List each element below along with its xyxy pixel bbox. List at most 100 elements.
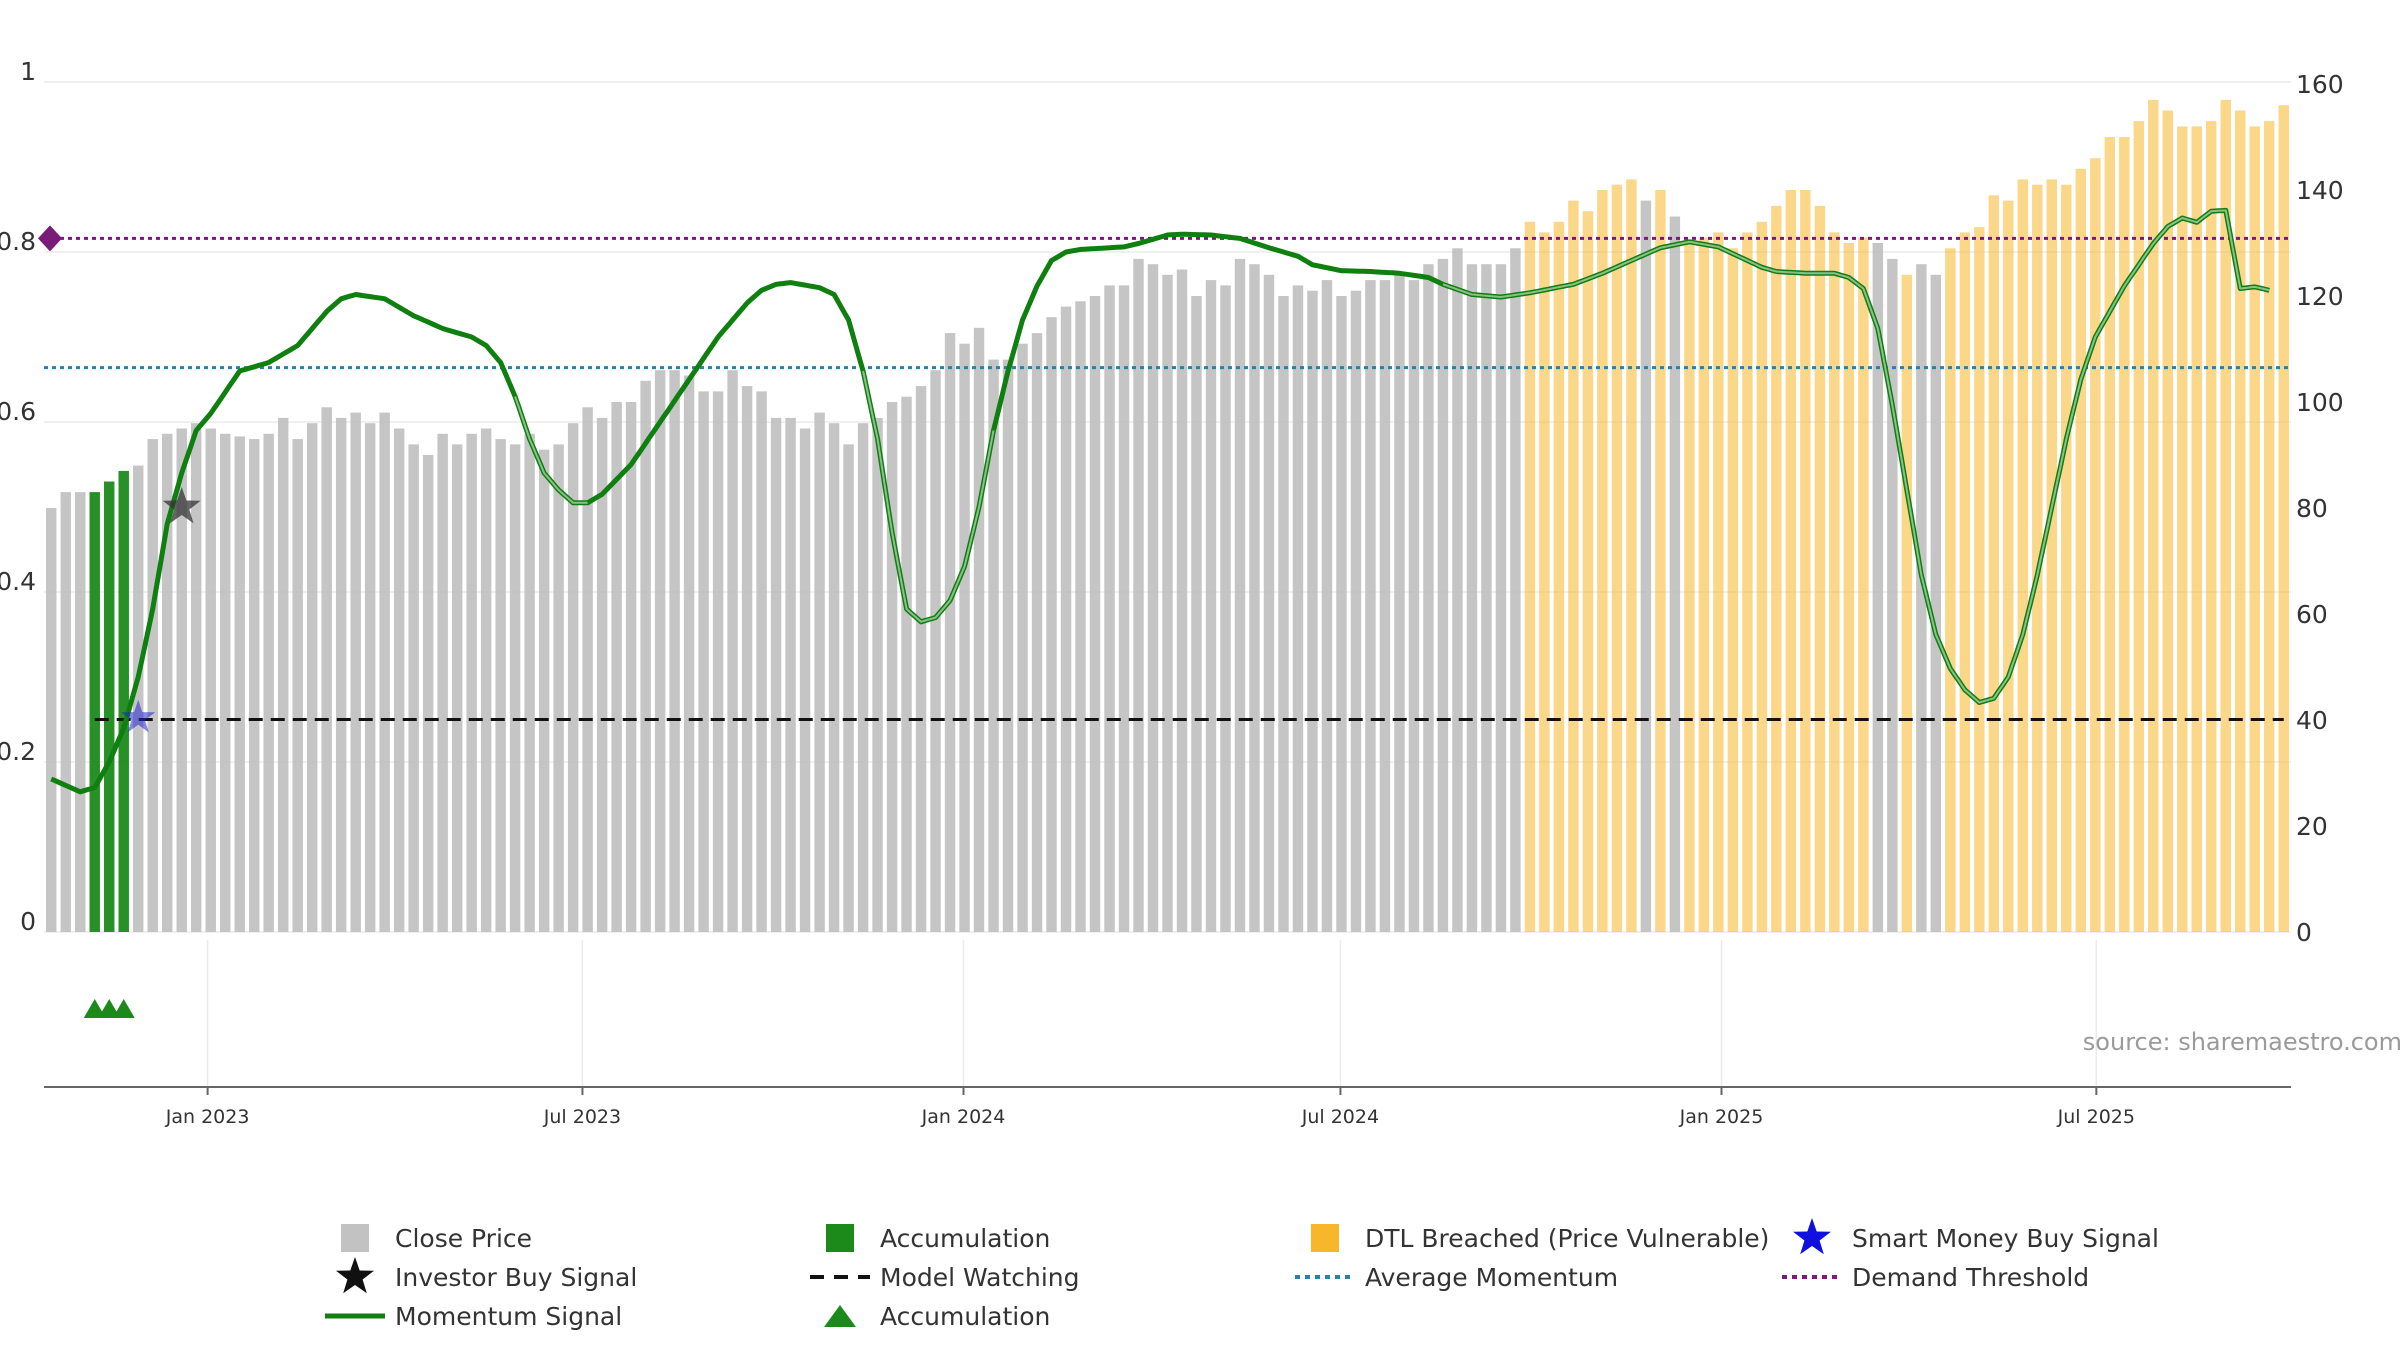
close-price-bar (1394, 274, 1405, 932)
left-axis-tick-label: 0 (20, 907, 36, 936)
close-price-bar (292, 439, 303, 932)
dtl-breached-bar (1655, 190, 1666, 932)
x-axis-tick-label: Jul 2024 (1301, 1106, 1379, 1128)
close-price-bar (857, 423, 869, 932)
dtl-breached-bar (1553, 221, 1565, 933)
accumulation-triangle (98, 999, 121, 1018)
dtl-breached-bar (1539, 232, 1550, 932)
legend-label-close: Close Price (395, 1224, 532, 1253)
legend-item-dtl: DTL Breached (Price Vulnerable) (1311, 1224, 1769, 1253)
close-price-bar (756, 391, 767, 932)
dtl-breached-bar (1974, 227, 1985, 933)
close-price-bar (596, 417, 608, 932)
close-price-bar (1031, 333, 1043, 933)
left-axis-tick-label: 0.6 (0, 397, 36, 426)
left-axis-tick-label: 0.8 (0, 227, 36, 256)
dtl-breached-bar (1626, 179, 1637, 932)
close-price-bar (698, 391, 709, 932)
dtl-breached-bar (1713, 232, 1724, 932)
close-price-bar (1249, 264, 1260, 932)
dtl-breached-bar (1771, 205, 1782, 932)
close-price-bar (1916, 264, 1927, 932)
dtl-breached-bar (1742, 232, 1753, 932)
close-price-bar (1017, 343, 1028, 932)
close-price-bar (46, 508, 57, 932)
legend-label-watch: Model Watching (880, 1263, 1080, 1292)
close-price-bar (1234, 258, 1246, 932)
close-price-bar (1147, 264, 1159, 932)
close-price-bar (263, 433, 274, 932)
close-price-bar (1408, 280, 1420, 933)
dtl-breached-bar (1800, 190, 1811, 932)
smart-money-buy-signal-marker (121, 699, 156, 733)
dtl-breached-bar (2220, 99, 2231, 932)
legend-item-watch: Model Watching (810, 1263, 1080, 1292)
close-price-bar (1510, 248, 1521, 933)
close-price-bar (669, 370, 680, 932)
dtl-breached-bar (1698, 237, 1710, 932)
dtl-breached-bar (1785, 190, 1797, 932)
close-price-bar (582, 407, 593, 932)
left-axis-tick-label: 1 (20, 57, 36, 86)
dtl-breached-bar (2046, 179, 2058, 932)
right-axis-tick-label: 160 (2296, 70, 2344, 99)
close-price-bar (176, 428, 187, 932)
close-price-bar (973, 327, 985, 932)
dtl-breached-bar (1756, 221, 1768, 933)
dtl-breached-bar (2061, 184, 2072, 932)
dtl-breached-bar (2119, 137, 2130, 932)
close-price-bar (1452, 248, 1463, 933)
dtl-breached-bar (2003, 200, 2014, 933)
close-price-bar (509, 444, 521, 932)
dtl-breached-bar (2032, 184, 2043, 932)
close-price-bar (1278, 296, 1289, 932)
close-price-bar (712, 391, 724, 932)
accumulation-bar (89, 492, 100, 932)
dtl-breached-bar (1945, 248, 1956, 933)
close-price-bar (1118, 285, 1130, 932)
close-price-bar (1307, 290, 1318, 932)
momentum-layer (50, 207, 2270, 795)
legend-item-investor: Investor Buy Signal (336, 1257, 637, 1294)
close-price-bar (930, 370, 941, 932)
close-price-bar (654, 370, 666, 932)
markers-layer (83, 487, 201, 1018)
legend-label-demand: Demand Threshold (1852, 1263, 2089, 1292)
x-axis-tick-label: Jul 2025 (2057, 1106, 2135, 1128)
momentum-weak-overlay (514, 209, 2270, 704)
right-axis-tick-label: 100 (2296, 388, 2344, 417)
accumulation-bar (104, 481, 115, 932)
legend-triangle-accumulation (824, 1305, 856, 1327)
close-price-bar (1089, 296, 1101, 932)
close-price-bar (1321, 280, 1333, 933)
close-price-bar (219, 433, 231, 932)
close-price-bar (785, 417, 796, 932)
legend-item-close: Close Price (341, 1224, 532, 1253)
close-price-bar (408, 444, 419, 932)
demand-threshold-marker (38, 225, 62, 252)
dtl-breached-bar (1959, 232, 1971, 932)
legend-swatch-close (341, 1224, 369, 1252)
close-price-bar (1872, 243, 1884, 932)
close-price-bar (901, 396, 912, 932)
close-price-bar (364, 423, 376, 932)
legend-label-avg: Average Momentum (1365, 1263, 1618, 1292)
close-price-bar (1046, 317, 1057, 932)
dtl-breached-bar (2235, 110, 2246, 932)
close-price-bar (306, 423, 318, 932)
close-price-bar (727, 370, 738, 932)
close-price-bar (1336, 296, 1347, 932)
dtl-breached-bar (2075, 168, 2087, 933)
legend-star-investor (336, 1257, 374, 1294)
dtl-breached-bar (2278, 105, 2289, 932)
close-price-bar (1481, 264, 1492, 932)
bars-layer (46, 99, 2289, 933)
x-axis-tick-label: Jul 2023 (543, 1106, 621, 1128)
close-price-bar (567, 423, 579, 932)
axes-layer: 0 0.2 0.4 0.6 0.8 1 0 20 40 60 80 100 120 140 160 Jan 2… (0, 57, 2400, 1128)
reference-lines (38, 225, 2291, 721)
close-price-bar (988, 359, 999, 933)
close-price-bar (1350, 290, 1362, 932)
dtl-breached-bar (1814, 205, 1826, 932)
legend-label-smart: Smart Money Buy Signal (1852, 1224, 2159, 1253)
